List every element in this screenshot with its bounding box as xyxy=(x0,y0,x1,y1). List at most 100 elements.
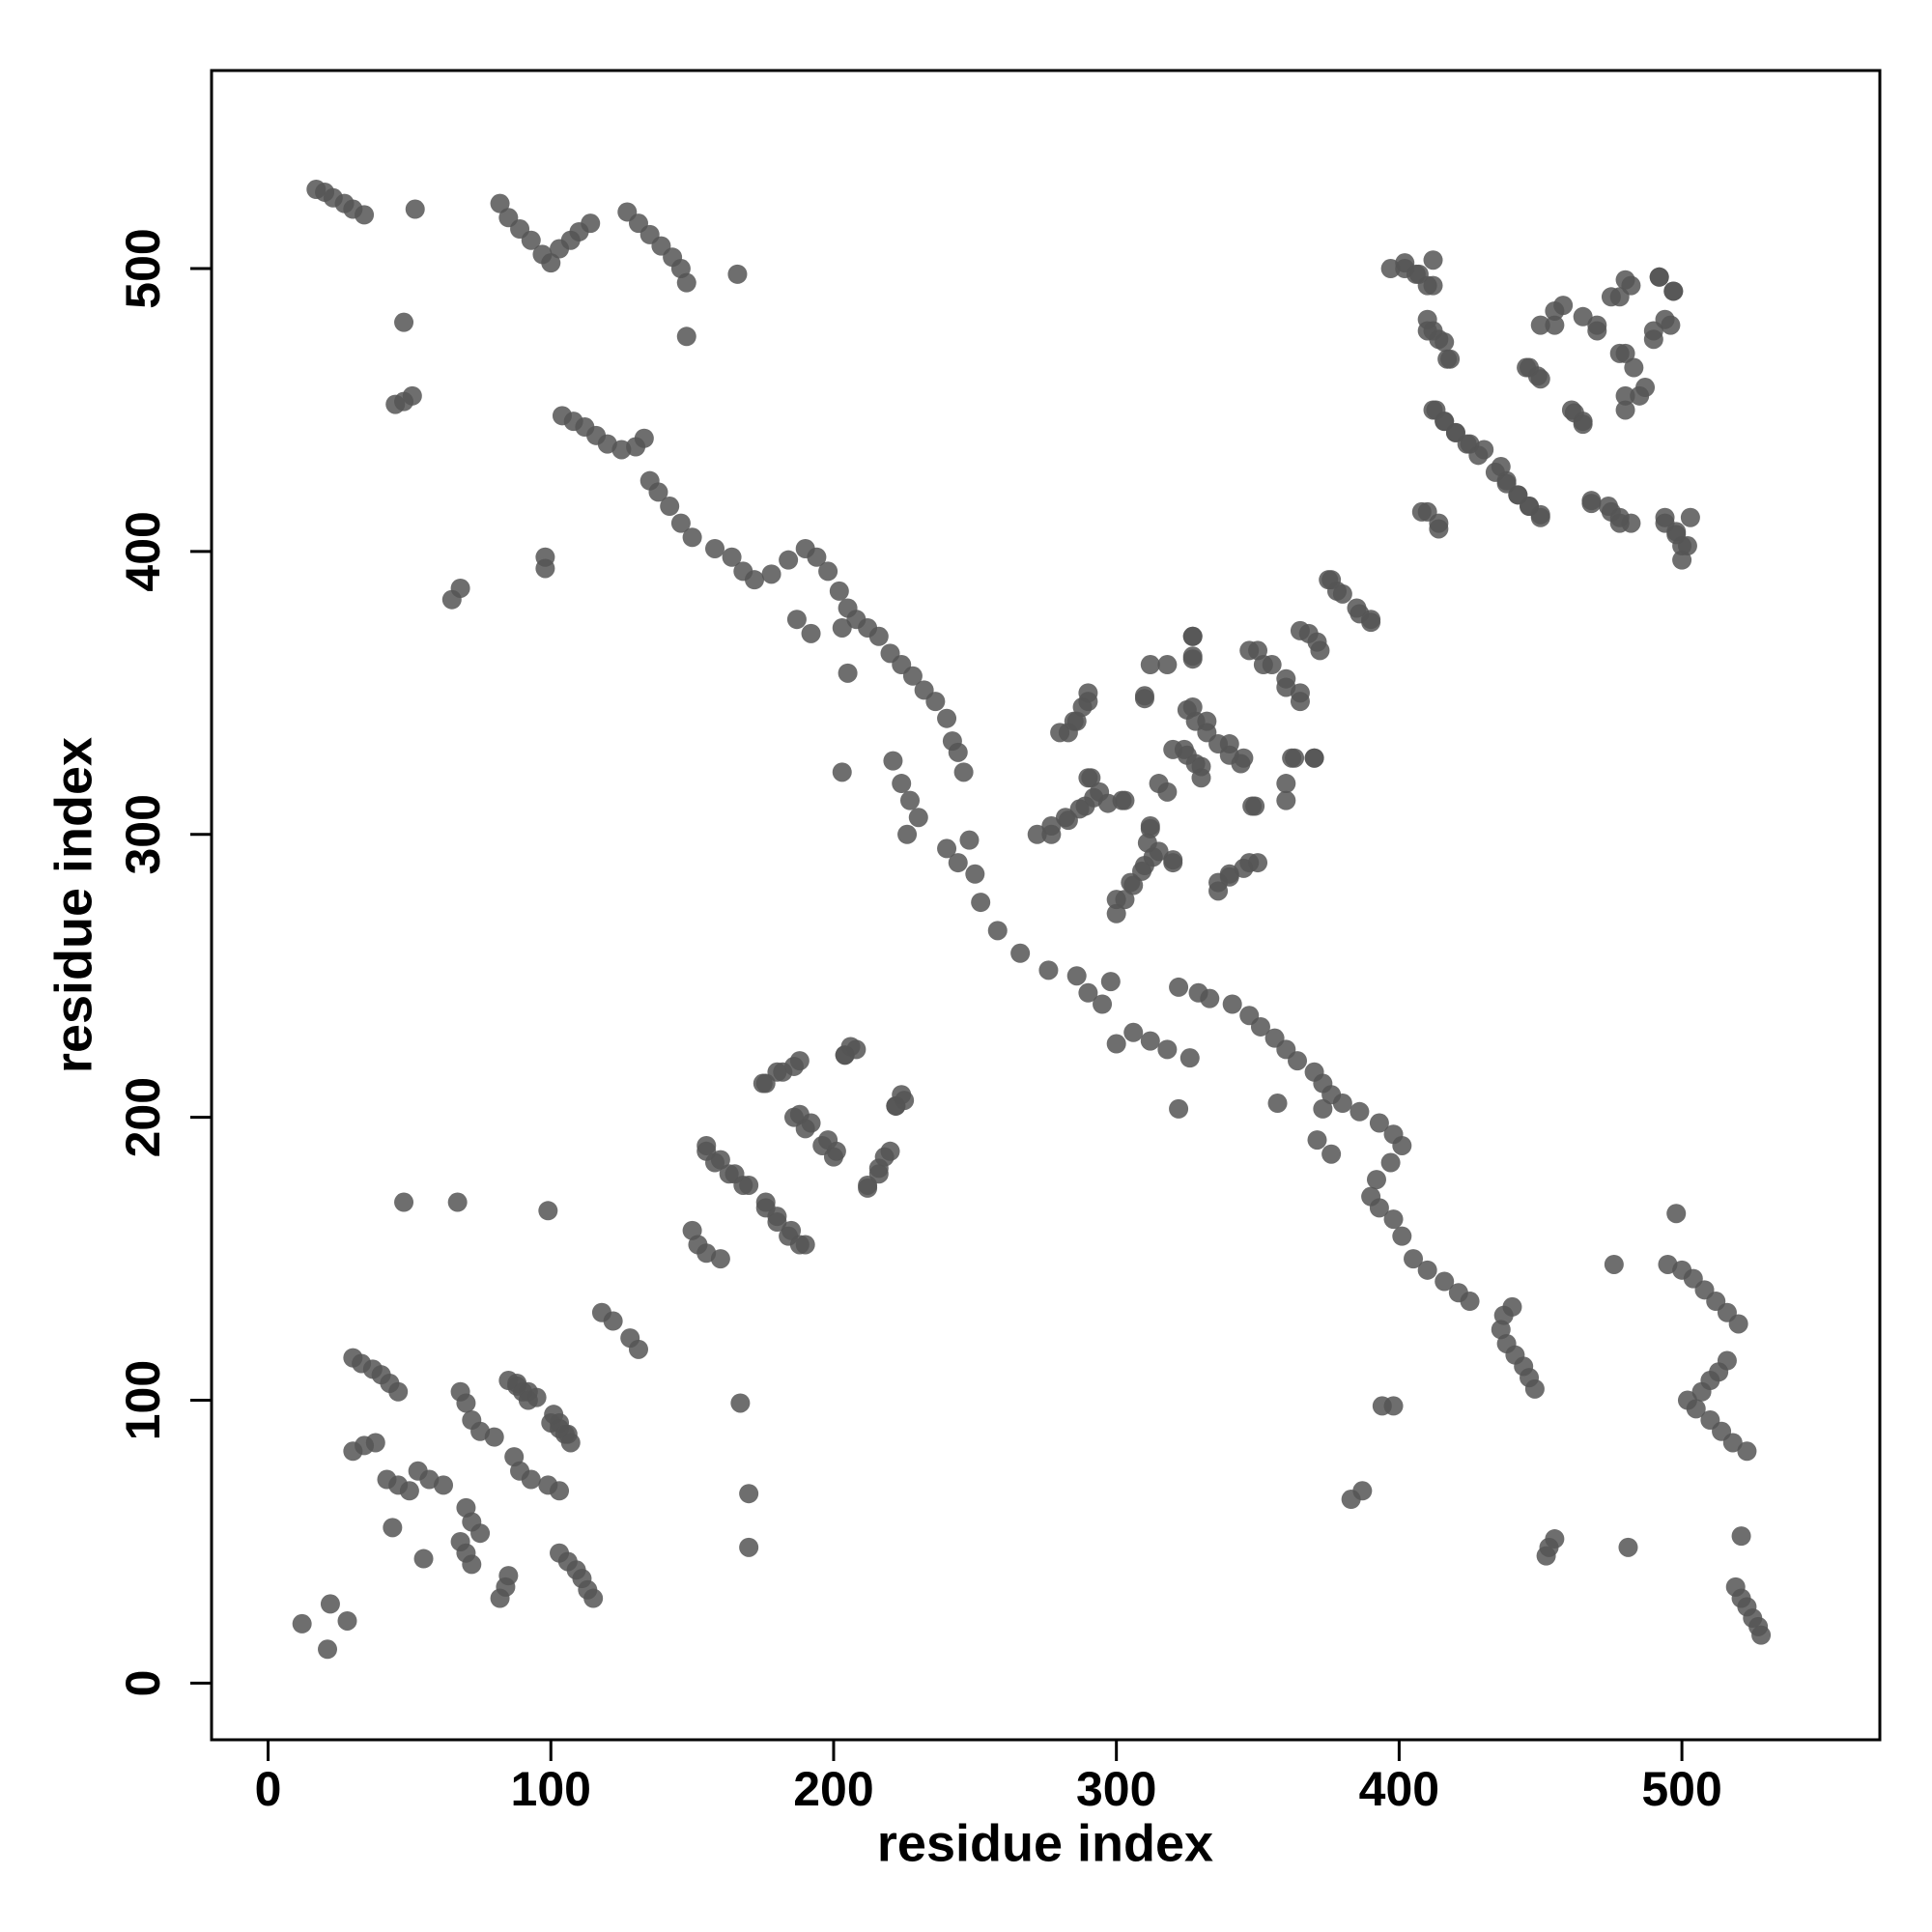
contact-point xyxy=(1058,810,1078,831)
contact-point xyxy=(1520,357,1540,378)
contact-point xyxy=(807,547,827,567)
contact-point xyxy=(1307,1130,1327,1151)
contact-point xyxy=(1658,1254,1678,1274)
contact-point xyxy=(937,838,957,859)
x-tick-label: 500 xyxy=(1641,1762,1721,1816)
contact-point xyxy=(603,1311,623,1331)
contact-point xyxy=(1417,1260,1437,1280)
y-tick-label: 500 xyxy=(116,228,170,308)
contact-point xyxy=(320,1594,340,1614)
contact-point xyxy=(1197,711,1217,731)
contact-point xyxy=(1615,385,1635,406)
contact-point xyxy=(1319,570,1339,590)
contact-point xyxy=(899,790,920,810)
contact-point xyxy=(755,1073,776,1094)
contact-point xyxy=(1581,491,1602,511)
contact-point xyxy=(388,1381,409,1402)
contact-point xyxy=(1392,1226,1412,1246)
contact-point xyxy=(292,1613,312,1634)
contact-point xyxy=(355,205,375,225)
contact-point xyxy=(1341,1490,1361,1510)
contact-point xyxy=(1285,748,1305,768)
contact-point xyxy=(892,1085,912,1105)
contact-point xyxy=(1157,1039,1178,1060)
contact-point xyxy=(1395,259,1415,279)
contact-point xyxy=(1010,943,1031,963)
contact-point xyxy=(365,1433,385,1453)
contact-point xyxy=(1411,501,1432,522)
contact-point xyxy=(456,1497,476,1518)
contact-point xyxy=(405,199,425,219)
contact-point xyxy=(550,1543,570,1563)
contact-point xyxy=(648,482,668,502)
contact-point xyxy=(727,264,748,284)
contact-point xyxy=(1417,309,1437,329)
contact-point xyxy=(1253,655,1273,675)
contact-point xyxy=(1090,781,1110,802)
contact-point xyxy=(1245,796,1265,816)
contact-point xyxy=(1717,1350,1737,1371)
contact-point xyxy=(1731,1526,1751,1547)
contact-point xyxy=(1429,513,1449,533)
contact-point xyxy=(1423,275,1443,296)
contact-point xyxy=(399,1481,419,1501)
contact-point xyxy=(937,708,957,728)
contact-point xyxy=(394,1192,414,1212)
contact-point xyxy=(1179,1048,1200,1068)
x-tick-label: 0 xyxy=(255,1762,282,1816)
contact-point xyxy=(767,1207,787,1227)
contact-point xyxy=(1078,683,1098,703)
contact-point xyxy=(538,1201,558,1221)
contact-point xyxy=(1182,626,1203,646)
contact-point xyxy=(1545,1529,1565,1549)
contact-point xyxy=(682,527,702,548)
contact-point xyxy=(1174,739,1194,759)
contact-point xyxy=(670,513,691,533)
contact-point xyxy=(1663,281,1684,301)
contact-point xyxy=(447,1192,468,1212)
contact-point xyxy=(1140,818,1160,838)
contact-point xyxy=(1182,696,1203,717)
contact-point xyxy=(781,1220,802,1240)
contact-point xyxy=(581,213,601,234)
contact-point xyxy=(1163,853,1183,873)
contact-point xyxy=(1561,400,1581,420)
contact-point xyxy=(773,1062,793,1082)
contact-point xyxy=(1666,1204,1687,1224)
contact-point xyxy=(1649,267,1669,287)
contact-point xyxy=(1643,329,1663,350)
contact-point xyxy=(948,742,968,762)
contact-point xyxy=(1157,655,1178,675)
contact-point xyxy=(535,558,555,579)
contact-point xyxy=(1276,790,1296,810)
x-tick-label: 100 xyxy=(511,1762,591,1816)
contact-point xyxy=(783,1107,804,1127)
contact-point xyxy=(1383,1124,1404,1145)
contact-point xyxy=(1624,357,1644,378)
contact-point xyxy=(1140,1031,1160,1051)
contact-point xyxy=(456,1393,476,1413)
points-layer xyxy=(292,180,1772,1660)
y-tick-label: 0 xyxy=(116,1670,170,1697)
contact-point xyxy=(490,193,510,213)
contact-point xyxy=(1700,1410,1720,1431)
contact-point xyxy=(1587,321,1607,341)
contact-point xyxy=(902,666,923,686)
contact-point xyxy=(1655,513,1675,533)
y-axis-title: residue index xyxy=(44,737,102,1073)
contact-point xyxy=(1601,501,1621,522)
contact-point xyxy=(1264,1028,1285,1048)
contact-point xyxy=(1038,960,1059,980)
contact-point xyxy=(383,1518,403,1538)
contact-point xyxy=(1347,598,1367,618)
contact-point xyxy=(719,1164,739,1184)
contact-point xyxy=(801,623,821,643)
contact-point xyxy=(1372,1396,1392,1416)
contact-point xyxy=(1149,774,1169,794)
contact-point xyxy=(1239,640,1260,661)
contact-point xyxy=(1423,250,1443,270)
contact-point xyxy=(541,253,561,273)
contact-point xyxy=(1573,414,1593,435)
contact-point xyxy=(1081,768,1101,788)
